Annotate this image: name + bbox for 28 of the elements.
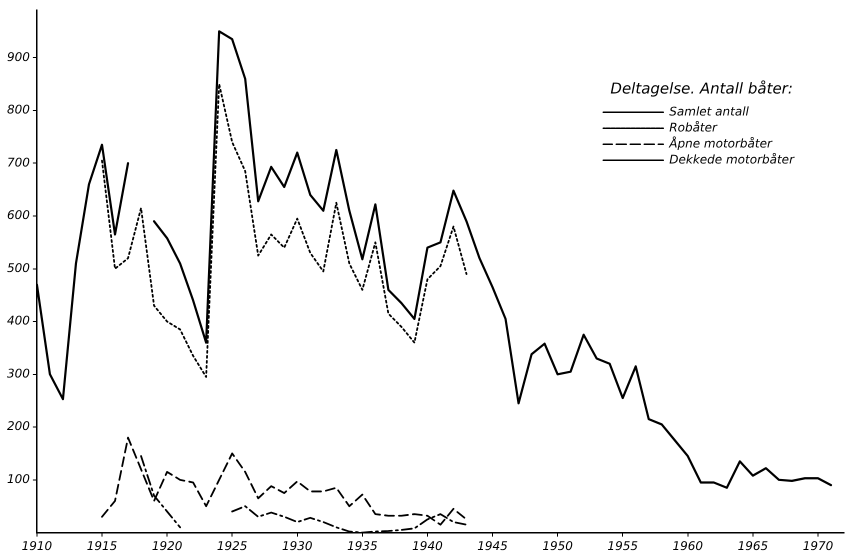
y-tick-label: 300 [7, 366, 30, 380]
legend-label: Åpne motorbåter [668, 135, 773, 150]
y-tick-label: 200 [7, 419, 30, 434]
x-tick-label: 1965 [738, 538, 768, 553]
x-tick-label: 1950 [542, 538, 574, 553]
y-tick-label: 400 [7, 314, 30, 328]
legend-label: Robåter [669, 120, 718, 134]
x-tick-label: 1925 [216, 538, 248, 553]
y-tick-label: 800 [7, 102, 30, 117]
x-tick-label: 1955 [607, 538, 638, 553]
x-tick-label: 1935 [347, 538, 378, 553]
x-tick-label: 1915 [86, 538, 118, 553]
legend-label: Samlet antall [669, 104, 750, 118]
y-tick-label: 900 [7, 50, 30, 64]
x-tick-label: 1910 [22, 538, 53, 553]
y-tick-label: 500 [7, 260, 30, 275]
x-tick-label: 1920 [152, 538, 183, 553]
x-tick-label: 1930 [282, 538, 313, 553]
x-tick-label: 1960 [672, 538, 704, 553]
x-tick-label: 1940 [412, 538, 444, 553]
y-tick-label: 700 [7, 155, 30, 170]
line-series [101, 83, 468, 378]
y-tick-label: 600 [7, 208, 30, 222]
x-tick-label: 1970 [802, 538, 834, 553]
legend-label: Dekkede motorbåter [669, 152, 796, 166]
legend-title: Deltagelse. Antall båter: [610, 80, 793, 98]
x-tick-label: 1945 [477, 538, 508, 553]
y-tick-label: 100 [7, 472, 30, 486]
